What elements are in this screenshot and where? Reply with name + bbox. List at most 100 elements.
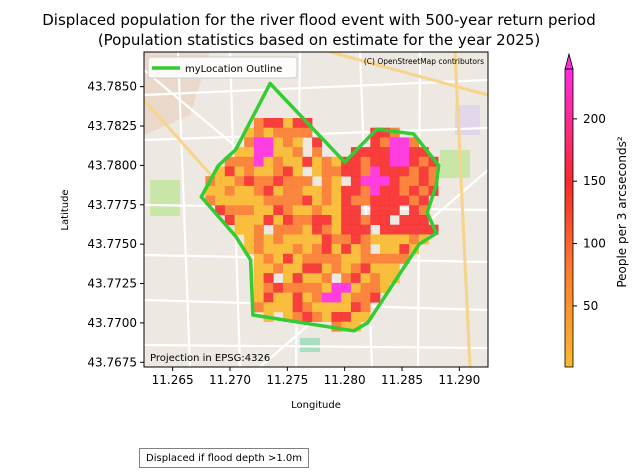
heatmap-cell	[380, 273, 390, 284]
heatmap-cell	[409, 215, 420, 225]
heatmap-cell	[350, 176, 361, 187]
heatmap-cell	[244, 137, 255, 148]
heatmap-cell	[283, 292, 293, 303]
heatmap-cell	[263, 273, 274, 284]
heatmap-cell	[389, 224, 400, 235]
y-tick-label: 43.7850	[87, 80, 137, 94]
heatmap-cell	[370, 137, 381, 148]
heatmap-cell	[292, 205, 303, 216]
heatmap-cell	[283, 273, 293, 284]
heatmap-cell	[370, 263, 381, 274]
heatmap-cell	[380, 234, 390, 245]
heatmap-cell	[224, 176, 235, 187]
heatmap-cell	[312, 185, 323, 196]
heatmap-cell	[399, 234, 410, 245]
heatmap-cell	[409, 176, 420, 187]
heatmap-cell	[253, 118, 264, 128]
heatmap-cell	[292, 156, 303, 167]
heatmap-cell	[341, 166, 352, 177]
heatmap-cell	[283, 156, 293, 167]
heatmap-cell	[321, 312, 332, 322]
colorbar-tick-label: 50	[583, 299, 598, 313]
heatmap-cell	[341, 195, 352, 206]
heatmap-cell	[224, 215, 235, 225]
heatmap-cell	[380, 244, 390, 255]
heatmap-cell	[370, 176, 381, 187]
heatmap-cell	[253, 127, 264, 138]
heatmap-cell	[428, 166, 439, 177]
heatmap-cell	[263, 185, 274, 196]
heatmap-cell	[399, 137, 410, 148]
colorbar: 50 100 150 200 People per 3 arcseconds²	[564, 52, 629, 368]
heatmap-cell	[409, 185, 420, 196]
heatmap-cell	[360, 156, 371, 167]
heatmap-cell	[380, 215, 390, 225]
colorbar-label: People per 3 arcseconds²	[615, 136, 629, 288]
y-tick-label: 43.7775	[87, 198, 137, 212]
heatmap-cell	[370, 234, 381, 245]
heatmap-cell	[302, 292, 313, 303]
heatmap-cell	[273, 147, 284, 158]
heatmap-cell	[283, 302, 293, 313]
population-heatmap	[205, 118, 439, 332]
heatmap-cell	[283, 195, 293, 206]
heatmap-cell	[350, 321, 361, 332]
heatmap-cell	[292, 292, 303, 303]
heatmap-cell	[273, 224, 284, 235]
heatmap-cell	[312, 166, 323, 177]
heatmap-cell	[292, 263, 303, 274]
heatmap-cell	[399, 244, 410, 255]
heatmap-cell	[263, 147, 274, 158]
heatmap-cell	[244, 147, 255, 158]
heatmap-cell	[399, 224, 410, 235]
heatmap-cell	[253, 273, 264, 284]
heatmap-cell	[409, 205, 420, 216]
heatmap-cell	[283, 176, 293, 187]
heatmap-cell	[350, 166, 361, 177]
heatmap-cell	[292, 253, 303, 264]
heatmap-cell	[331, 244, 342, 255]
heatmap-cell	[263, 292, 274, 303]
heatmap-cell	[292, 215, 303, 225]
heatmap-cell	[292, 185, 303, 196]
heatmap-cell	[418, 176, 429, 187]
heatmap-cell	[341, 244, 352, 255]
heatmap-cell	[302, 205, 313, 216]
heatmap-cell	[380, 156, 390, 167]
heatmap-cell	[292, 195, 303, 206]
heatmap-cell	[292, 147, 303, 158]
heatmap-cell	[389, 166, 400, 177]
heatmap-cell	[380, 137, 390, 148]
heatmap-cell	[399, 185, 410, 196]
heatmap-cell	[321, 166, 332, 177]
x-tick-label: 11.270	[209, 373, 251, 387]
y-tick-label: 43.7825	[87, 119, 137, 133]
heatmap-cell	[428, 176, 439, 187]
heatmap-cell	[283, 205, 293, 216]
heatmap-cell	[215, 176, 226, 187]
heatmap-cell	[331, 234, 342, 245]
heatmap-cell	[331, 302, 342, 313]
heatmap-cell	[292, 166, 303, 177]
heatmap-cell	[321, 215, 332, 225]
heatmap-cell	[418, 185, 429, 196]
heatmap-cell	[380, 185, 390, 196]
heatmap-cell	[273, 137, 284, 148]
heatmap-cell	[409, 156, 420, 167]
basemap-park	[150, 180, 180, 216]
heatmap-cell	[418, 166, 429, 177]
heatmap-cell	[273, 118, 284, 128]
heatmap-cell	[321, 176, 332, 187]
heatmap-cell	[263, 205, 274, 216]
heatmap-cell	[389, 234, 400, 245]
heatmap-cell	[341, 321, 352, 332]
heatmap-cell	[360, 234, 371, 245]
heatmap-cell	[331, 195, 342, 206]
heatmap-cell	[283, 215, 293, 225]
heatmap-cell	[312, 137, 323, 148]
heatmap-cell	[399, 147, 410, 158]
heatmap-cell	[312, 312, 323, 322]
y-tick-label: 43.7750	[87, 237, 137, 251]
heatmap-cell	[273, 282, 284, 293]
heatmap-cell	[380, 253, 390, 264]
